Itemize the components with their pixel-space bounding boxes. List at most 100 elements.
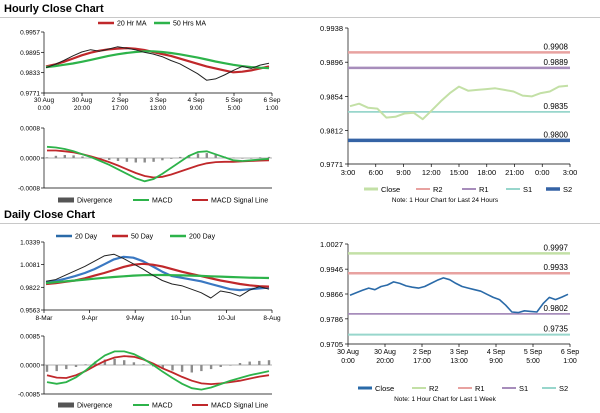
daily-macd-divergence-bar: [55, 365, 58, 372]
daily-levels-x-tick-label-time: 5:00: [526, 358, 540, 365]
hourly-macd-divergence-bar: [241, 158, 244, 159]
daily-macd-y-tick-label: 0.0000: [20, 363, 40, 370]
hourly-price-legend-1-label: 50 Hrs MA: [173, 21, 206, 28]
hourly-levels-x-tick-label: 6:00: [368, 168, 383, 177]
daily-levels-x-tick-label: 30 Aug: [337, 349, 359, 356]
daily-levels-x-tick-label-time: 9:00: [489, 358, 503, 365]
hourly-macd-y-tick-label: 0.0000: [20, 156, 40, 163]
hourly-levels-x-tick-label: 3:00: [563, 168, 578, 177]
hourly-macd-divergence-bar: [170, 158, 173, 159]
daily-macd-divergence-bar: [142, 364, 145, 365]
hourly-levels-y-tick-label: 0.9812: [320, 127, 343, 136]
daily-price-x-tick-label: 9-Apr: [82, 315, 99, 322]
daily-price-x-tick-label: 8-Aug: [263, 315, 281, 322]
hourly-price-x-tick-label: 5 Sep: [226, 97, 243, 104]
hourly-macd-divergence-bar: [125, 158, 129, 162]
daily-macd-divergence-bar: [132, 362, 136, 365]
hourly-price-chart: 20 Hr MA 50 Hrs MA 0.9957 0.9895 0.9833 0.977…: [20, 21, 281, 113]
daily-price-chart: 20 Day 50 Day 200 Day 1.0339 1.0081 0.9822 0.9…: [20, 234, 281, 323]
hourly-macd-divergence-bar: [196, 153, 200, 158]
daily-macd-divergence-bar: [103, 359, 107, 365]
daily-levels-x-tick-label: 30 Aug: [374, 349, 396, 356]
hourly-macd-divergence-bar: [116, 158, 120, 161]
daily-price-legend-0-label: 20 Day: [75, 234, 98, 241]
daily-levels-legend-2-label: R1: [475, 384, 485, 393]
hourly-levels-x-tick-label: 0:00: [535, 168, 550, 177]
daily-levels-y-tick-label: 0.9866: [320, 290, 343, 299]
daily-macd-legend-macd-label: MACD: [152, 403, 173, 410]
hourly-macd-signal-line: [47, 149, 270, 179]
hourly-section-rule: [0, 17, 600, 18]
hourly-price-x-tick-label-time: 1:00: [266, 105, 279, 112]
hourly-levels-level-r1-label: 0.9889: [544, 58, 569, 67]
daily-levels-close-line: [349, 277, 569, 314]
daily-levels-legend-1-label: R2: [429, 384, 439, 393]
hourly-price-x-tick-label-time: 20:00: [74, 105, 91, 112]
hourly-levels-y-tick-label: 0.9854: [320, 92, 343, 101]
daily-levels-x-tick-label: 4 Sep: [487, 349, 505, 356]
daily-levels-y-tick-label: 1.0027: [320, 240, 343, 249]
daily-macd-divergence-bar: [161, 365, 164, 369]
daily-macd-macd-line: [46, 350, 270, 391]
daily-price-series-200-day: [45, 273, 270, 285]
daily-price-x-tick-label: 10-Jun: [171, 315, 191, 322]
hourly-macd-chart: 0.0008 0.0000 -0.0008 Divergence MACD MACD Si…: [18, 126, 272, 205]
daily-levels-x-tick-label-time: 17:00: [413, 358, 431, 365]
daily-levels-y-tick-label: 0.9705: [320, 340, 343, 349]
hourly-levels-x-tick-label: 15:00: [450, 168, 469, 177]
daily-levels-x-tick-label: 6 Sep: [561, 349, 579, 356]
hourly-price-x-tick-label-time: 0:00: [38, 105, 51, 112]
hourly-macd-legend-divergence-swatch: [58, 197, 74, 203]
hourly-levels-x-tick-label: 9:00: [396, 168, 411, 177]
hourly-price-x-tick-label: 2 Sep: [112, 97, 129, 104]
hourly-levels-y-tick-label: 0.9771: [320, 160, 343, 169]
daily-levels-level-r2-label: 0.9997: [544, 243, 569, 252]
daily-macd-y-tick-label: 0.0085: [20, 334, 40, 341]
hourly-macd-divergence-bar: [250, 158, 253, 159]
hourly-price-series-50-hrs-ma: [45, 50, 270, 70]
daily-levels-y-tick-label: 0.9946: [320, 265, 343, 274]
daily-section-rule: [0, 223, 600, 224]
hourly-macd-divergence-bar: [161, 158, 164, 161]
daily-levels-legend-4-label: S2: [559, 384, 568, 393]
hourly-macd-y-tick-label: -0.0008: [18, 186, 40, 193]
daily-macd-divergence-bar: [113, 358, 116, 365]
hourly-levels-legend-4-label: S2: [563, 185, 572, 194]
daily-macd-divergence-bar: [209, 365, 213, 370]
hourly-macd-divergence-bar: [214, 155, 217, 158]
hourly-macd-divergence-bar: [81, 156, 84, 158]
daily-macd-divergence-bar: [84, 364, 87, 365]
hourly-price-x-tick-label-time: 9:00: [190, 105, 203, 112]
hourly-price-series-close: [45, 46, 270, 81]
hourly-price-x-tick-label: 30 Aug: [72, 97, 93, 104]
hourly-levels-x-tick-label: 18:00: [477, 168, 496, 177]
hourly-price-x-tick-label: 4 Sep: [188, 97, 205, 104]
daily-levels-legend-0-label: Close: [375, 384, 394, 393]
daily-section-title: Daily Close Chart: [4, 209, 96, 221]
hourly-price-legend-0-label: 20 Hr MA: [117, 21, 147, 28]
hourly-levels-x-tick-label: 21:00: [505, 168, 524, 177]
hourly-macd-divergence-bar: [134, 158, 137, 163]
hourly-macd-legend-signal-label: MACD Signal Line: [211, 198, 268, 205]
daily-price-x-tick-label: 8-Mar: [36, 315, 54, 322]
daily-macd-legend-divergence-swatch: [58, 402, 74, 408]
daily-levels-level-s2-label: 0.9735: [544, 325, 569, 334]
hourly-section-title: Hourly Close Chart: [4, 3, 104, 15]
daily-levels-x-tick-label-time: 13:00: [450, 358, 468, 365]
daily-macd-divergence-bar: [65, 365, 68, 370]
daily-macd-divergence-bar: [123, 360, 126, 365]
daily-levels-x-tick-label: 2 Sep: [413, 349, 431, 356]
hourly-macd-divergence-bar: [267, 156, 271, 158]
daily-price-legend-2-label: 200 Day: [189, 234, 216, 241]
daily-price-y-tick-label: 0.9563: [20, 308, 40, 315]
hourly-price-x-tick-label-time: 5:00: [228, 105, 241, 112]
hourly-price-x-tick-label: 3 Sep: [150, 97, 167, 104]
hourly-macd-divergence-bar: [63, 155, 66, 158]
hourly-levels-legend-0-label: Close: [381, 185, 400, 194]
hourly-macd-y-tick-label: 0.0008: [20, 126, 40, 133]
daily-levels-note: Note: 1 Hour Chart for Last 1 Week: [394, 396, 497, 403]
hourly-macd-divergence-bar: [72, 155, 75, 158]
daily-levels-level-s1-label: 0.9802: [544, 304, 569, 313]
hourly-macd-divergence-bar: [108, 158, 111, 160]
hourly-macd-legend-macd-label: MACD: [152, 198, 173, 205]
